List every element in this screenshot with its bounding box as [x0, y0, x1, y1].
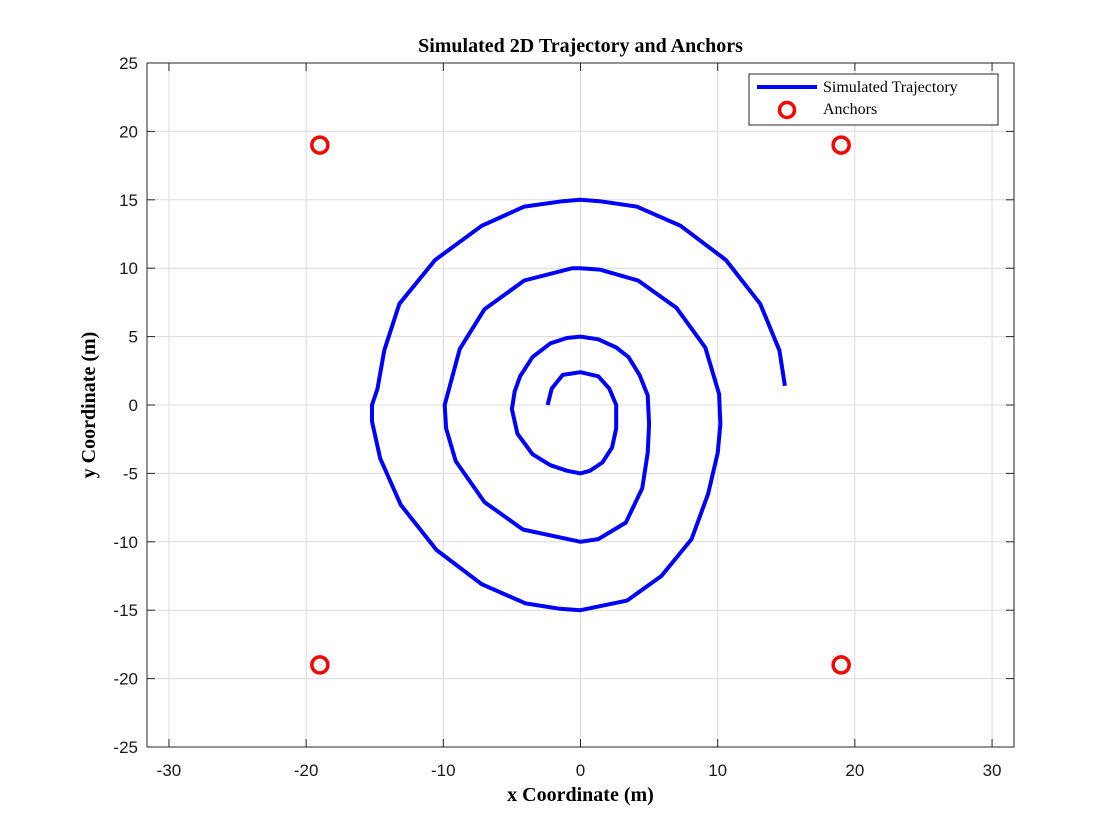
y-tick-label: 5 — [129, 328, 138, 347]
y-tick-label: -10 — [113, 533, 138, 552]
y-tick-label: 20 — [119, 122, 138, 141]
x-tick-label: -10 — [431, 761, 456, 780]
y-tick-label: 10 — [119, 259, 138, 278]
grid — [147, 62, 1014, 748]
anchor-marker — [831, 135, 851, 155]
legend-label-anchors: Anchors — [823, 101, 877, 118]
x-tick-label: 20 — [845, 761, 864, 780]
legend: Simulated Trajectory Anchors — [748, 73, 999, 126]
y-tick-label: -5 — [123, 464, 138, 483]
x-tick-label: 30 — [983, 761, 1002, 780]
y-tick-label: -15 — [113, 601, 138, 620]
x-tick-label: -30 — [157, 761, 182, 780]
y-axis-title: y Coordinate (m) — [78, 332, 100, 479]
legend-label-trajectory: Simulated Trajectory — [823, 79, 958, 96]
anchor-marker — [310, 135, 330, 155]
y-tick-label: -25 — [113, 738, 138, 757]
y-tick-label: 25 — [119, 54, 138, 73]
trajectory-line — [370, 197, 787, 613]
anchor-marker — [310, 655, 330, 675]
axis-ticks: -30 -20 -10 0 10 20 30 -25 -20 -15 -10 -5 0 5 10 15 20 25 — [113, 54, 1014, 780]
x-tick-label: 10 — [708, 761, 727, 780]
legend-anchor-swatch — [777, 100, 797, 120]
x-axis-title: x Coordinate (m) — [507, 784, 654, 806]
y-tick-label: 0 — [129, 396, 138, 415]
x-tick-label: -20 — [294, 761, 319, 780]
x-tick-label: 0 — [576, 761, 585, 780]
plot-area — [310, 135, 851, 675]
anchor-marker — [831, 655, 851, 675]
y-tick-label: 15 — [119, 191, 138, 210]
y-tick-label: -20 — [113, 670, 138, 689]
chart-title: Simulated 2D Trajectory and Anchors — [418, 35, 743, 57]
